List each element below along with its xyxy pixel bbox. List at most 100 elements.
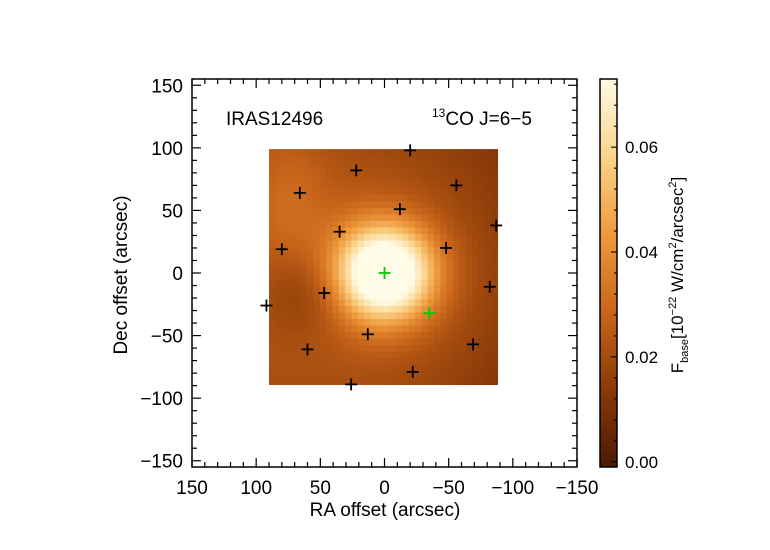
map-cell (357, 240, 365, 248)
map-cell (370, 149, 378, 157)
map-cell (338, 299, 346, 307)
map-cell (326, 260, 334, 268)
map-cell (294, 201, 302, 209)
map-cell (440, 371, 448, 379)
map-cell (300, 279, 308, 287)
map-cell (459, 162, 467, 170)
map-cell (351, 214, 359, 222)
pixel-marker (406, 365, 419, 378)
map-cell (269, 332, 276, 340)
map-cell (414, 305, 422, 314)
map-cell (332, 201, 340, 209)
map-cell (332, 345, 340, 353)
map-cell (389, 181, 397, 189)
map-cell (421, 364, 429, 372)
map-cell (402, 351, 410, 359)
map-cell (427, 194, 435, 202)
map-cell (288, 332, 295, 340)
map-cell (383, 175, 391, 183)
map-cell (313, 260, 321, 268)
map-cell (389, 220, 397, 229)
map-cell (357, 279, 365, 287)
map-cell (269, 162, 276, 170)
map-cell (338, 260, 346, 268)
map-cell (364, 207, 372, 216)
map-cell (472, 319, 479, 327)
map-cell (459, 253, 467, 261)
map-cell (345, 358, 353, 366)
map-cell (465, 162, 473, 170)
map-cell (465, 168, 473, 176)
map-cell (269, 292, 276, 301)
map-cell (288, 234, 295, 242)
map-cell (408, 220, 416, 229)
map-cell (376, 162, 384, 170)
map-cell (275, 364, 283, 372)
map-cell (370, 286, 378, 294)
map-cell (294, 332, 302, 340)
map-cell (300, 155, 308, 163)
map-cell (440, 253, 448, 261)
map-cell (364, 338, 372, 346)
map-cell (395, 234, 403, 242)
map-cell (440, 292, 448, 301)
colorbar-title-sub: base (679, 339, 691, 363)
map-cell (402, 266, 410, 274)
map-cell (491, 162, 499, 170)
map-cell (326, 345, 334, 353)
map-cell (383, 194, 391, 202)
map-cell (440, 188, 448, 196)
map-cell (364, 279, 372, 287)
map-cell (376, 273, 384, 281)
map-cell (351, 155, 359, 163)
map-cell (364, 345, 372, 353)
map-cell (408, 234, 416, 242)
pixel-marker (467, 338, 480, 351)
map-cell (313, 227, 321, 235)
map-cell (427, 207, 435, 216)
map-cell (427, 227, 435, 235)
map-cell (472, 214, 479, 222)
map-cell (370, 377, 378, 385)
map-cell (472, 181, 479, 189)
map-cell (269, 207, 276, 216)
map-cell (453, 194, 460, 202)
map-cell (269, 201, 276, 209)
map-cell (465, 175, 473, 183)
map-cell (491, 312, 499, 320)
map-cell (433, 181, 441, 189)
map-cell (478, 149, 486, 157)
map-cell (307, 260, 315, 268)
map-cell (491, 305, 499, 314)
map-cell (395, 155, 403, 163)
map-cell (300, 299, 308, 307)
map-cell (465, 214, 473, 222)
map-cell (478, 364, 486, 372)
y-tick-label: 0 (172, 264, 183, 285)
map-cell (326, 201, 334, 209)
map-cell (414, 332, 422, 340)
map-cell (383, 299, 391, 307)
map-cell (414, 207, 422, 216)
map-cell (376, 351, 384, 359)
map-cell (345, 155, 353, 163)
map-cell (345, 286, 353, 294)
map-cell (446, 299, 454, 307)
map-cell (383, 227, 391, 235)
map-cell (383, 260, 391, 268)
map-cell (453, 377, 460, 385)
pixel-marker (483, 280, 496, 293)
map-cell (269, 253, 276, 261)
map-cell (345, 332, 353, 340)
map-cell (351, 364, 359, 372)
map-cell (491, 377, 499, 385)
x-tick-label: 0 (379, 478, 390, 499)
map-cell (357, 299, 365, 307)
map-cell (440, 299, 448, 307)
map-cell (414, 338, 422, 346)
map-cell (383, 266, 391, 274)
map-cell (472, 149, 479, 157)
map-cell (478, 207, 486, 216)
map-cell (389, 338, 397, 346)
map-cell (472, 162, 479, 170)
